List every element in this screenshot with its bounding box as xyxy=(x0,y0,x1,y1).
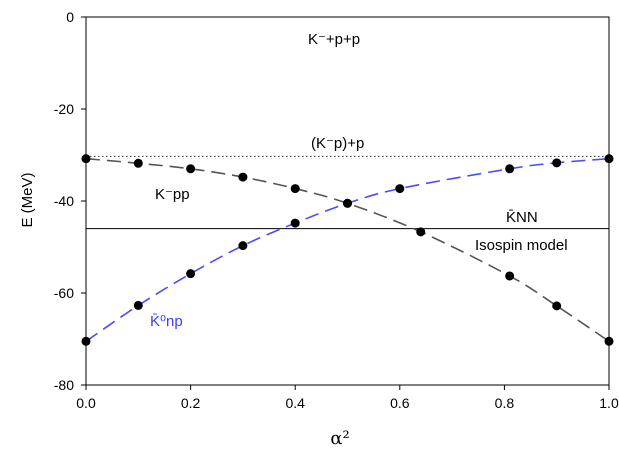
series-points xyxy=(81,154,614,346)
data-point-s0-7 xyxy=(505,271,515,281)
series-line-0 xyxy=(85,157,610,342)
series-curves xyxy=(85,157,610,342)
axis-ticks: 0.0 0.2 0.4 0.6 0.8 1.0 0 -20 -40 -60 -80 xyxy=(54,9,619,411)
data-point-s1-8 xyxy=(552,158,562,168)
kbar0-np-label: K̄⁰np xyxy=(150,313,183,330)
data-point-s0-4 xyxy=(290,184,300,194)
reference-lines xyxy=(86,155,609,230)
x-tick-label-3: 0.6 xyxy=(390,395,410,411)
data-point-s0-9 xyxy=(604,336,614,346)
data-point-s1-2 xyxy=(186,269,196,279)
y-tick-label-3: -60 xyxy=(54,285,74,301)
isospin-model-label: Isospin model xyxy=(475,237,568,254)
data-point-s0-2 xyxy=(186,164,196,174)
data-point-s1-7 xyxy=(505,164,515,174)
data-point-s1-1 xyxy=(133,300,143,310)
data-point-s1-5 xyxy=(343,198,352,208)
series-line-1 xyxy=(85,157,610,342)
data-point-s0-1 xyxy=(133,158,143,168)
data-point-s0-3 xyxy=(238,172,248,182)
x-tick-label-1: 0.2 xyxy=(181,395,201,411)
y-tick-label-2: -40 xyxy=(54,193,74,209)
kpp-label: K⁻pp xyxy=(155,186,190,203)
data-point-s1-0 xyxy=(81,336,91,346)
y-tick-label-4: -80 xyxy=(54,377,74,393)
y-axis-label: E (MeV) xyxy=(19,172,36,227)
data-point-s1-9 xyxy=(604,154,614,164)
kbar-nn-label: K̄NN xyxy=(506,209,538,226)
x-tick-label-4: 0.8 xyxy=(495,395,515,411)
data-point-s1-4 xyxy=(290,218,300,228)
threshold-label: K⁻+p+p xyxy=(308,31,360,48)
y-tick-label-1: -20 xyxy=(54,101,74,117)
y-tick-label-0: 0 xyxy=(66,9,74,25)
data-point-s1-6 xyxy=(395,184,405,194)
data-point-s0-0 xyxy=(81,154,91,164)
kp-p-label: (K⁻p)+p xyxy=(311,135,364,152)
data-point-s0-6 xyxy=(416,227,426,237)
x-axis-label: α² xyxy=(330,428,349,449)
x-tick-label-2: 0.4 xyxy=(285,395,305,411)
data-point-s0-8 xyxy=(552,301,562,311)
data-point-s1-3 xyxy=(238,241,248,251)
x-tick-label-0: 0.0 xyxy=(76,395,96,411)
x-tick-label-5: 1.0 xyxy=(599,395,619,411)
